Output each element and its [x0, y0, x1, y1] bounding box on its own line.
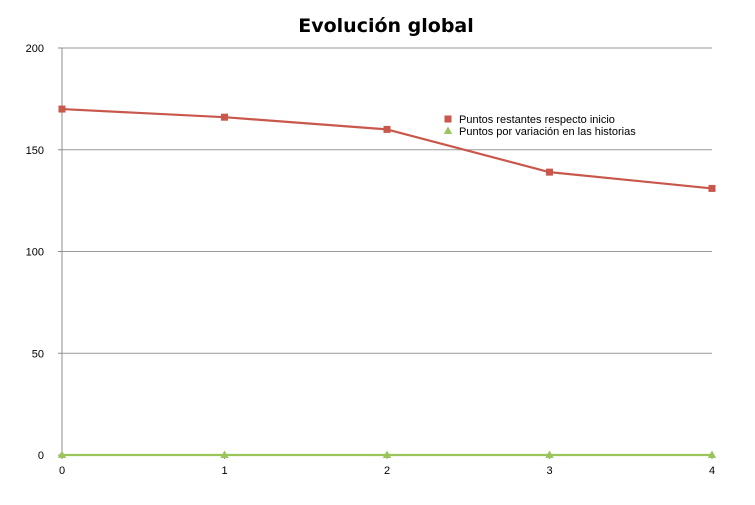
- data-point: [707, 450, 717, 458]
- series-layer: [57, 105, 717, 458]
- data-point: [382, 450, 392, 458]
- x-tick-label: 3: [546, 465, 552, 477]
- series-1: [58, 105, 716, 192]
- x-tick-label: 0: [59, 465, 65, 477]
- data-point: [383, 125, 391, 133]
- data-point: [546, 168, 553, 176]
- legend-item-2: Puntos por variación en las historias: [443, 126, 636, 138]
- chart-title: Evolución global: [298, 15, 474, 37]
- legend-label: Puntos por variación en las historias: [459, 126, 636, 138]
- legend-item-1: Puntos restantes respecto inicio: [444, 114, 615, 126]
- series-2: [57, 450, 717, 458]
- data-point: [58, 105, 66, 113]
- data-point: [220, 450, 229, 458]
- axis-layer: [58, 47, 713, 459]
- y-tick-label: 50: [32, 348, 44, 360]
- y-tick-label: 150: [26, 145, 44, 157]
- legend-marker: [443, 126, 453, 134]
- legend-marker: [444, 115, 452, 123]
- data-point: [221, 113, 228, 121]
- legend-label: Puntos restantes respecto inicio: [459, 114, 615, 126]
- y-tick-label: 0: [38, 450, 44, 462]
- tick-label-layer: 0 50 100 150 200 0 1 2 3 4: [26, 43, 715, 477]
- x-tick-label: 2: [384, 465, 390, 477]
- grid-layer: [62, 47, 712, 456]
- y-tick-label: 200: [26, 43, 44, 55]
- x-tick-label: 1: [221, 465, 227, 477]
- data-point: [57, 450, 67, 458]
- y-tick-label: 100: [26, 247, 44, 259]
- data-point: [708, 184, 716, 192]
- data-point: [545, 450, 554, 458]
- x-tick-label: 4: [709, 465, 715, 477]
